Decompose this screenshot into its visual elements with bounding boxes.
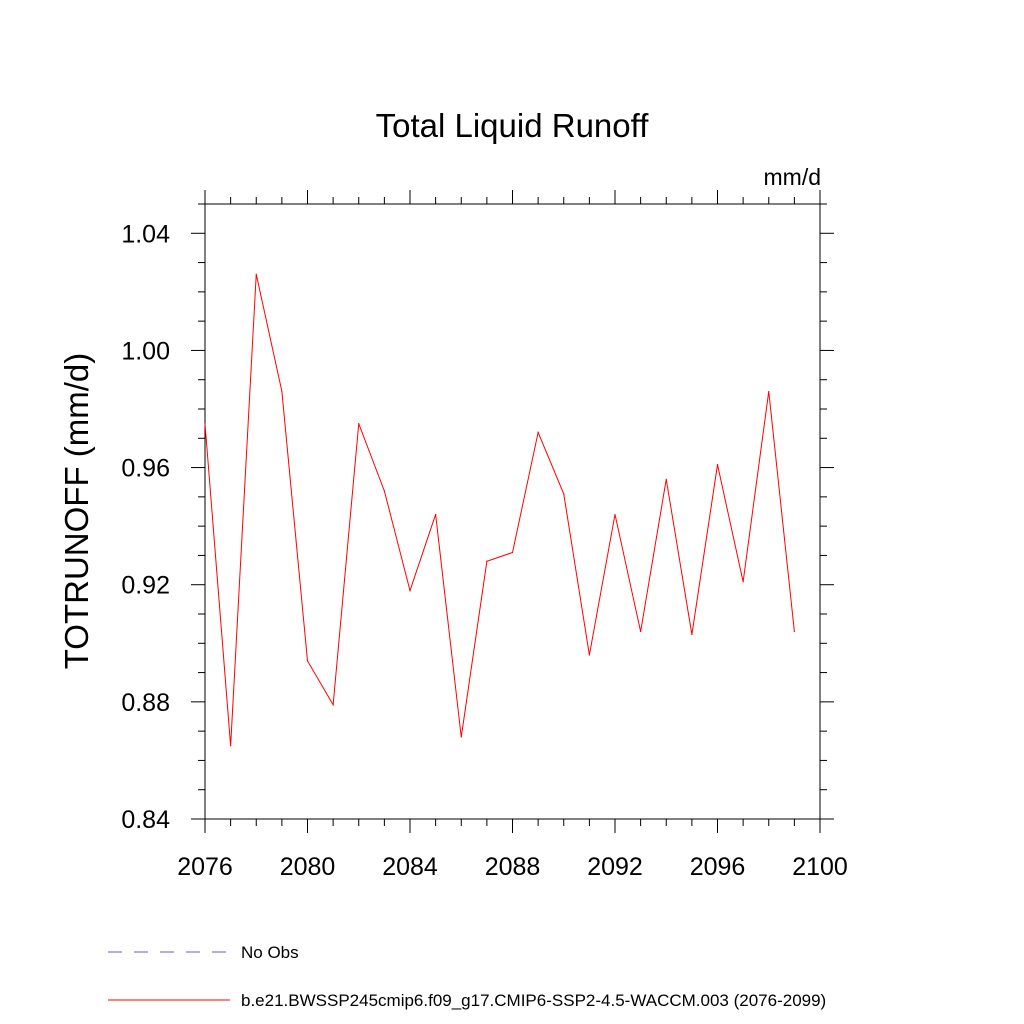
y-tick-label: 0.92 bbox=[121, 572, 170, 600]
y-tick-label: 1.00 bbox=[121, 337, 170, 365]
series-lines bbox=[204, 273, 795, 747]
data-point bbox=[460, 736, 462, 738]
y-tick-label: 0.84 bbox=[121, 806, 170, 834]
data-point bbox=[614, 513, 616, 516]
data-point bbox=[281, 390, 283, 393]
data-point bbox=[383, 490, 385, 492]
x-tick-label: 2092 bbox=[587, 853, 643, 881]
data-point bbox=[204, 423, 206, 425]
y-axis-label: TOTRUNOFF (mm/d) bbox=[58, 353, 95, 670]
data-point bbox=[793, 630, 795, 633]
x-tick-label: 2088 bbox=[485, 853, 541, 881]
x-tick-label: 2100 bbox=[792, 853, 848, 881]
data-point bbox=[588, 654, 590, 656]
axes: 2076 2080 2084 2088 2092 2096 2100 0.84 0.88 0.92… bbox=[121, 190, 848, 881]
chart-title: Total Liquid Runoff bbox=[376, 107, 650, 144]
legend-label: No Obs bbox=[241, 943, 299, 962]
data-point bbox=[691, 633, 693, 636]
data-point bbox=[435, 513, 437, 516]
data-point bbox=[768, 390, 770, 393]
y-tick-label: 0.88 bbox=[121, 689, 170, 717]
series-line bbox=[204, 274, 795, 746]
data-point bbox=[358, 423, 360, 425]
data-point bbox=[306, 660, 309, 662]
data-point bbox=[332, 704, 334, 706]
data-point bbox=[255, 273, 257, 275]
x-tick-label: 2084 bbox=[382, 853, 438, 881]
legend-label: b.e21.BWSSP245cmip6.f09_g17.CMIP6-SSP2-4… bbox=[241, 991, 826, 1010]
data-point bbox=[563, 493, 565, 495]
data-point bbox=[486, 560, 488, 562]
data-point bbox=[716, 464, 719, 466]
y-tick-label: 0.96 bbox=[121, 455, 170, 483]
data-point bbox=[537, 431, 539, 434]
x-tick-label: 2080 bbox=[280, 853, 336, 881]
data-point bbox=[640, 630, 642, 633]
x-tick-label: 2096 bbox=[690, 853, 746, 881]
data-point bbox=[742, 581, 744, 583]
legend: No Obs b.e21.BWSSP245cmip6.f09_g17.CMIP6-… bbox=[108, 943, 826, 1010]
data-point bbox=[409, 589, 411, 592]
x-tick-label: 2076 bbox=[177, 853, 233, 881]
y-tick-label: 1.04 bbox=[121, 220, 170, 248]
units-label: mm/d bbox=[764, 164, 822, 190]
data-point bbox=[511, 551, 514, 554]
data-point bbox=[230, 745, 232, 747]
data-point bbox=[665, 478, 667, 480]
